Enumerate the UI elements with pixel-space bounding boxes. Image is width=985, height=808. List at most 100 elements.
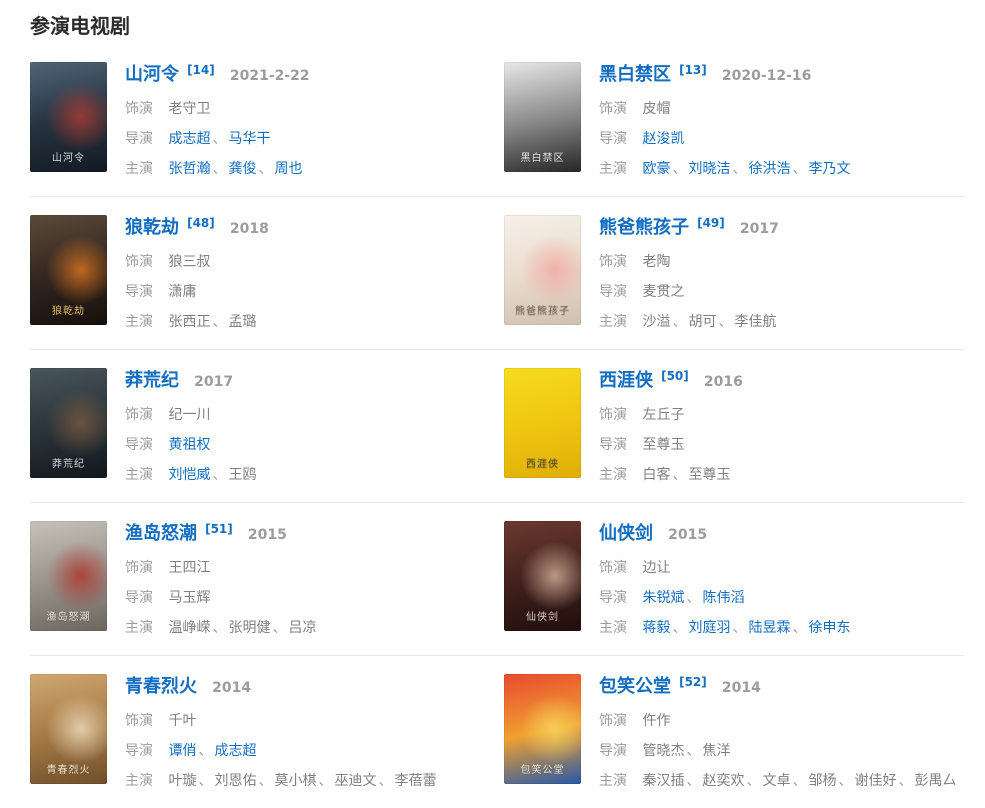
star-line: 主演 温峥嵘、张明健、吕凉 (125, 620, 316, 637)
show-title-link[interactable]: 黑白禁区 (599, 64, 671, 85)
director-names: 管晓杰、焦洋 (642, 743, 730, 759)
role-value: 仵作 (642, 713, 671, 729)
person-name: 管晓杰 (642, 743, 685, 759)
director-line: 导演 朱锐斌、陈伟滔 (599, 590, 850, 607)
person-link[interactable]: 成志超 (168, 131, 211, 147)
person-link[interactable]: 张哲瀚 (168, 161, 211, 177)
person-link[interactable]: 赵浚凯 (642, 131, 685, 147)
show-title-link[interactable]: 仙侠剑 (599, 523, 653, 544)
person-link[interactable]: 欧豪 (642, 161, 671, 177)
release-date: 2020-12-16 (721, 68, 812, 84)
role-value: 千叶 (168, 713, 197, 729)
show-title-link[interactable]: 熊爸熊孩子 (599, 217, 689, 238)
person-link[interactable]: 刘庭羽 (688, 620, 731, 636)
person-link[interactable]: 成志超 (214, 743, 257, 759)
name-separator: 、 (732, 620, 747, 636)
role-value: 王四江 (168, 560, 211, 576)
release-date: 2016 (703, 374, 743, 390)
person-name: 胡可 (688, 314, 717, 330)
show-title-link[interactable]: 包笑公堂 (599, 676, 671, 697)
director-line: 导演 黄祖权 (125, 437, 256, 454)
baoxiaogongtang-poster[interactable]: 包笑公堂 (504, 674, 581, 784)
star-label: 主演 (125, 467, 153, 483)
show-info: 包笑公堂 [52] 2014 饰演 仵作 导演 管晓杰、焦洋 主演 秦汉插、赵奕… (599, 674, 956, 790)
person-name: 白客 (642, 467, 671, 483)
show-title-link[interactable]: 狼乾劫 (125, 217, 179, 238)
shanheling-poster[interactable]: 山河令 (30, 62, 107, 172)
person-link[interactable]: 龚俊 (228, 161, 257, 177)
citation-ref-link[interactable]: [14] (187, 63, 215, 77)
citation-ref-link[interactable]: [52] (679, 675, 707, 689)
person-name: 至尊玉 (688, 467, 731, 483)
person-link[interactable]: 马华干 (228, 131, 271, 147)
xiyaxia-poster[interactable]: 西涯侠 (504, 368, 581, 478)
show-title-link[interactable]: 青春烈火 (125, 676, 197, 697)
name-separator: 、 (672, 620, 687, 636)
citation-ref-link[interactable]: [49] (697, 216, 725, 230)
star-label: 主演 (125, 620, 153, 636)
name-separator: 、 (718, 314, 733, 330)
person-link[interactable]: 李乃文 (808, 161, 851, 177)
person-link[interactable]: 陈伟滔 (702, 590, 745, 606)
release-date: 2014 (721, 680, 761, 696)
role-label: 饰演 (599, 560, 627, 576)
person-link[interactable]: 蒋毅 (642, 620, 671, 636)
show-title-row: 仙侠剑 2015 (599, 522, 850, 547)
show-title-link[interactable]: 西涯侠 (599, 370, 653, 391)
star-names: 张哲瀚、龚俊、周也 (168, 161, 302, 177)
person-link[interactable]: 谭俏 (168, 743, 197, 759)
qingchunliehuo-poster[interactable]: 青春烈火 (30, 674, 107, 784)
person-name: 谢佳好 (854, 773, 897, 789)
person-link[interactable]: 朱锐斌 (642, 590, 685, 606)
director-label: 导演 (599, 437, 627, 453)
citation-ref-link[interactable]: [48] (187, 216, 215, 230)
name-separator: 、 (378, 773, 393, 789)
poster-caption: 莽荒纪 (52, 459, 85, 470)
citation-ref-link[interactable]: [50] (661, 369, 689, 383)
role-value: 老守卫 (168, 101, 211, 117)
yudaonuchao-poster[interactable]: 渔岛怒潮 (30, 521, 107, 631)
tv-show-entry: 莽荒纪 莽荒纪 2017 饰演 纪一川 导演 黄祖权 主演 刘恺威、王鸥 (30, 368, 490, 484)
person-link[interactable]: 黄祖权 (168, 437, 211, 453)
poster-caption: 仙侠剑 (526, 612, 559, 623)
star-label: 主演 (125, 773, 153, 789)
name-separator: 、 (198, 743, 213, 759)
citation-ref-link[interactable]: [13] (679, 63, 707, 77)
role-line: 饰演 皮帽 (599, 101, 850, 118)
show-title-row: 渔岛怒潮 [51] 2015 (125, 522, 316, 547)
person-link[interactable]: 陆昱霖 (748, 620, 791, 636)
person-name: 李佳航 (734, 314, 777, 330)
role-value: 狼三叔 (168, 254, 211, 270)
director-names: 谭俏、成志超 (168, 743, 256, 759)
show-title-row: 熊爸熊孩子 [49] 2017 (599, 216, 779, 241)
show-title-link[interactable]: 山河令 (125, 64, 179, 85)
person-link[interactable]: 徐申东 (808, 620, 851, 636)
xiongbaxionghaizi-poster[interactable]: 熊爸熊孩子 (504, 215, 581, 325)
show-title-link[interactable]: 莽荒纪 (125, 370, 179, 391)
langqianjie-poster[interactable]: 狼乾劫 (30, 215, 107, 325)
tv-series-grid: 山河令 山河令 [14] 2021-2-22 饰演 老守卫 导演 成志超、马华干… (30, 62, 964, 808)
director-label: 导演 (125, 437, 153, 453)
name-separator: 、 (272, 620, 287, 636)
tv-series-row: 青春烈火 青春烈火 2014 饰演 千叶 导演 谭俏、成志超 主演 叶璇、刘恩佑… (30, 674, 964, 808)
star-label: 主演 (599, 467, 627, 483)
xianxiajian-poster[interactable]: 仙侠剑 (504, 521, 581, 631)
role-label: 饰演 (125, 560, 153, 576)
person-link[interactable]: 周也 (274, 161, 303, 177)
star-names: 刘恺威、王鸥 (168, 467, 256, 483)
person-link[interactable]: 徐洪浩 (748, 161, 791, 177)
person-link[interactable]: 刘晓洁 (688, 161, 731, 177)
star-line: 主演 刘恺威、王鸥 (125, 467, 256, 484)
tv-series-row: 山河令 山河令 [14] 2021-2-22 饰演 老守卫 导演 成志超、马华干… (30, 62, 964, 197)
show-title-link[interactable]: 渔岛怒潮 (125, 523, 197, 544)
show-title-row: 莽荒纪 2017 (125, 369, 256, 394)
citation-ref-link[interactable]: [51] (205, 522, 233, 536)
director-names: 至尊玉 (642, 437, 684, 453)
person-link[interactable]: 刘恺威 (168, 467, 211, 483)
tv-show-entry: 包笑公堂 包笑公堂 [52] 2014 饰演 仵作 导演 管晓杰、焦洋 主演 秦… (504, 674, 964, 790)
manghuangji-poster[interactable]: 莽荒纪 (30, 368, 107, 478)
release-date: 2017 (739, 221, 779, 237)
show-info: 山河令 [14] 2021-2-22 饰演 老守卫 导演 成志超、马华干 主演 … (125, 62, 310, 178)
heibaijinqu-poster[interactable]: 黑白禁区 (504, 62, 581, 172)
name-separator: 、 (838, 773, 853, 789)
